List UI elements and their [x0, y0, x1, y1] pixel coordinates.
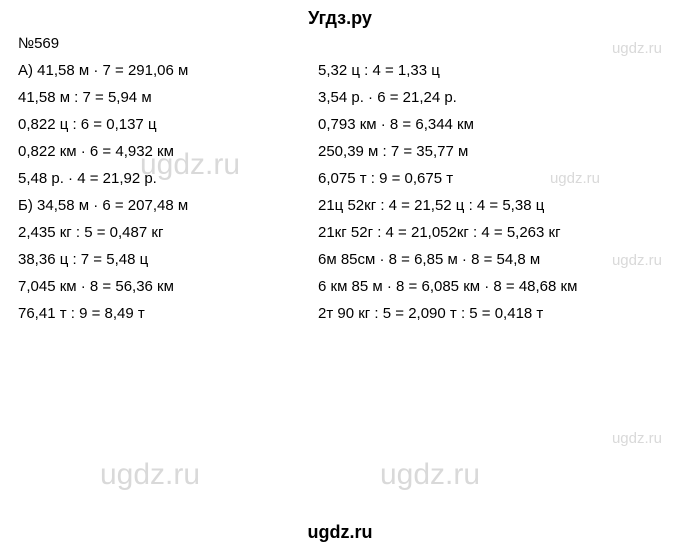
equation-right: 250,39 м : 7 = 35,77 м — [318, 143, 662, 160]
equation-row: Б) 34,58 м · 6 = 207,48 м 21ц 52кг : 4 =… — [18, 197, 662, 214]
equation-right: 3,54 р. · 6 = 21,24 р. — [318, 89, 662, 106]
equation-row: 0,822 км · 6 = 4,932 км 250,39 м : 7 = 3… — [18, 143, 662, 160]
equation-row: 2,435 кг : 5 = 0,487 кг 21кг 52г : 4 = 2… — [18, 224, 662, 241]
equation-left: 7,045 км · 8 = 56,36 км — [18, 278, 318, 295]
equation-left: 38,36 ц : 7 = 5,48 ц — [18, 251, 318, 268]
equation-right: 6,075 т : 9 = 0,675 т — [318, 170, 662, 187]
equation-row: А) 41,58 м · 7 = 291,06 м 5,32 ц : 4 = 1… — [18, 62, 662, 79]
equation-right: 21ц 52кг : 4 = 21,52 ц : 4 = 5,38 ц — [318, 197, 662, 214]
equation-left: 41,58 м : 7 = 5,94 м — [18, 89, 318, 106]
watermark-text: ugdz.ru — [612, 430, 662, 447]
equation-left: 76,41 т : 9 = 8,49 т — [18, 305, 318, 322]
equation-row: 41,58 м : 7 = 5,94 м 3,54 р. · 6 = 21,24… — [18, 89, 662, 106]
equation-row: 38,36 ц : 7 = 5,48 ц 6м 85см · 8 = 6,85 … — [18, 251, 662, 268]
equation-left: Б) 34,58 м · 6 = 207,48 м — [18, 197, 318, 214]
equation-right: 6 км 85 м · 8 = 6,085 км · 8 = 48,68 км — [318, 278, 662, 295]
equation-left: 5,48 р. · 4 = 21,92 р. — [18, 170, 318, 187]
equation-right: 0,793 км · 8 = 6,344 км — [318, 116, 662, 133]
equation-left: 2,435 кг : 5 = 0,487 кг — [18, 224, 318, 241]
watermark-text: ugdz.ru — [100, 458, 200, 492]
equation-row: 7,045 км · 8 = 56,36 км 6 км 85 м · 8 = … — [18, 278, 662, 295]
equation-row: 76,41 т : 9 = 8,49 т 2т 90 кг : 5 = 2,09… — [18, 305, 662, 322]
equation-right: 2т 90 кг : 5 = 2,090 т : 5 = 0,418 т — [318, 305, 662, 322]
content-area: №569 А) 41,58 м · 7 = 291,06 м 5,32 ц : … — [0, 35, 680, 322]
equation-right: 6м 85см · 8 = 6,85 м · 8 = 54,8 м — [318, 251, 662, 268]
page-footer: ugdz.ru — [0, 522, 680, 543]
equation-left: 0,822 ц : 6 = 0,137 ц — [18, 116, 318, 133]
equation-left: 0,822 км · 6 = 4,932 км — [18, 143, 318, 160]
watermark-text: ugdz.ru — [380, 458, 480, 492]
page-header: Угдз.ру — [0, 0, 680, 35]
problem-number: №569 — [18, 35, 662, 52]
equation-left: А) 41,58 м · 7 = 291,06 м — [18, 62, 318, 79]
equation-row: 0,822 ц : 6 = 0,137 ц 0,793 км · 8 = 6,3… — [18, 116, 662, 133]
equation-right: 21кг 52г : 4 = 21,052кг : 4 = 5,263 кг — [318, 224, 662, 241]
equation-row: 5,48 р. · 4 = 21,92 р. 6,075 т : 9 = 0,6… — [18, 170, 662, 187]
equation-right: 5,32 ц : 4 = 1,33 ц — [318, 62, 662, 79]
